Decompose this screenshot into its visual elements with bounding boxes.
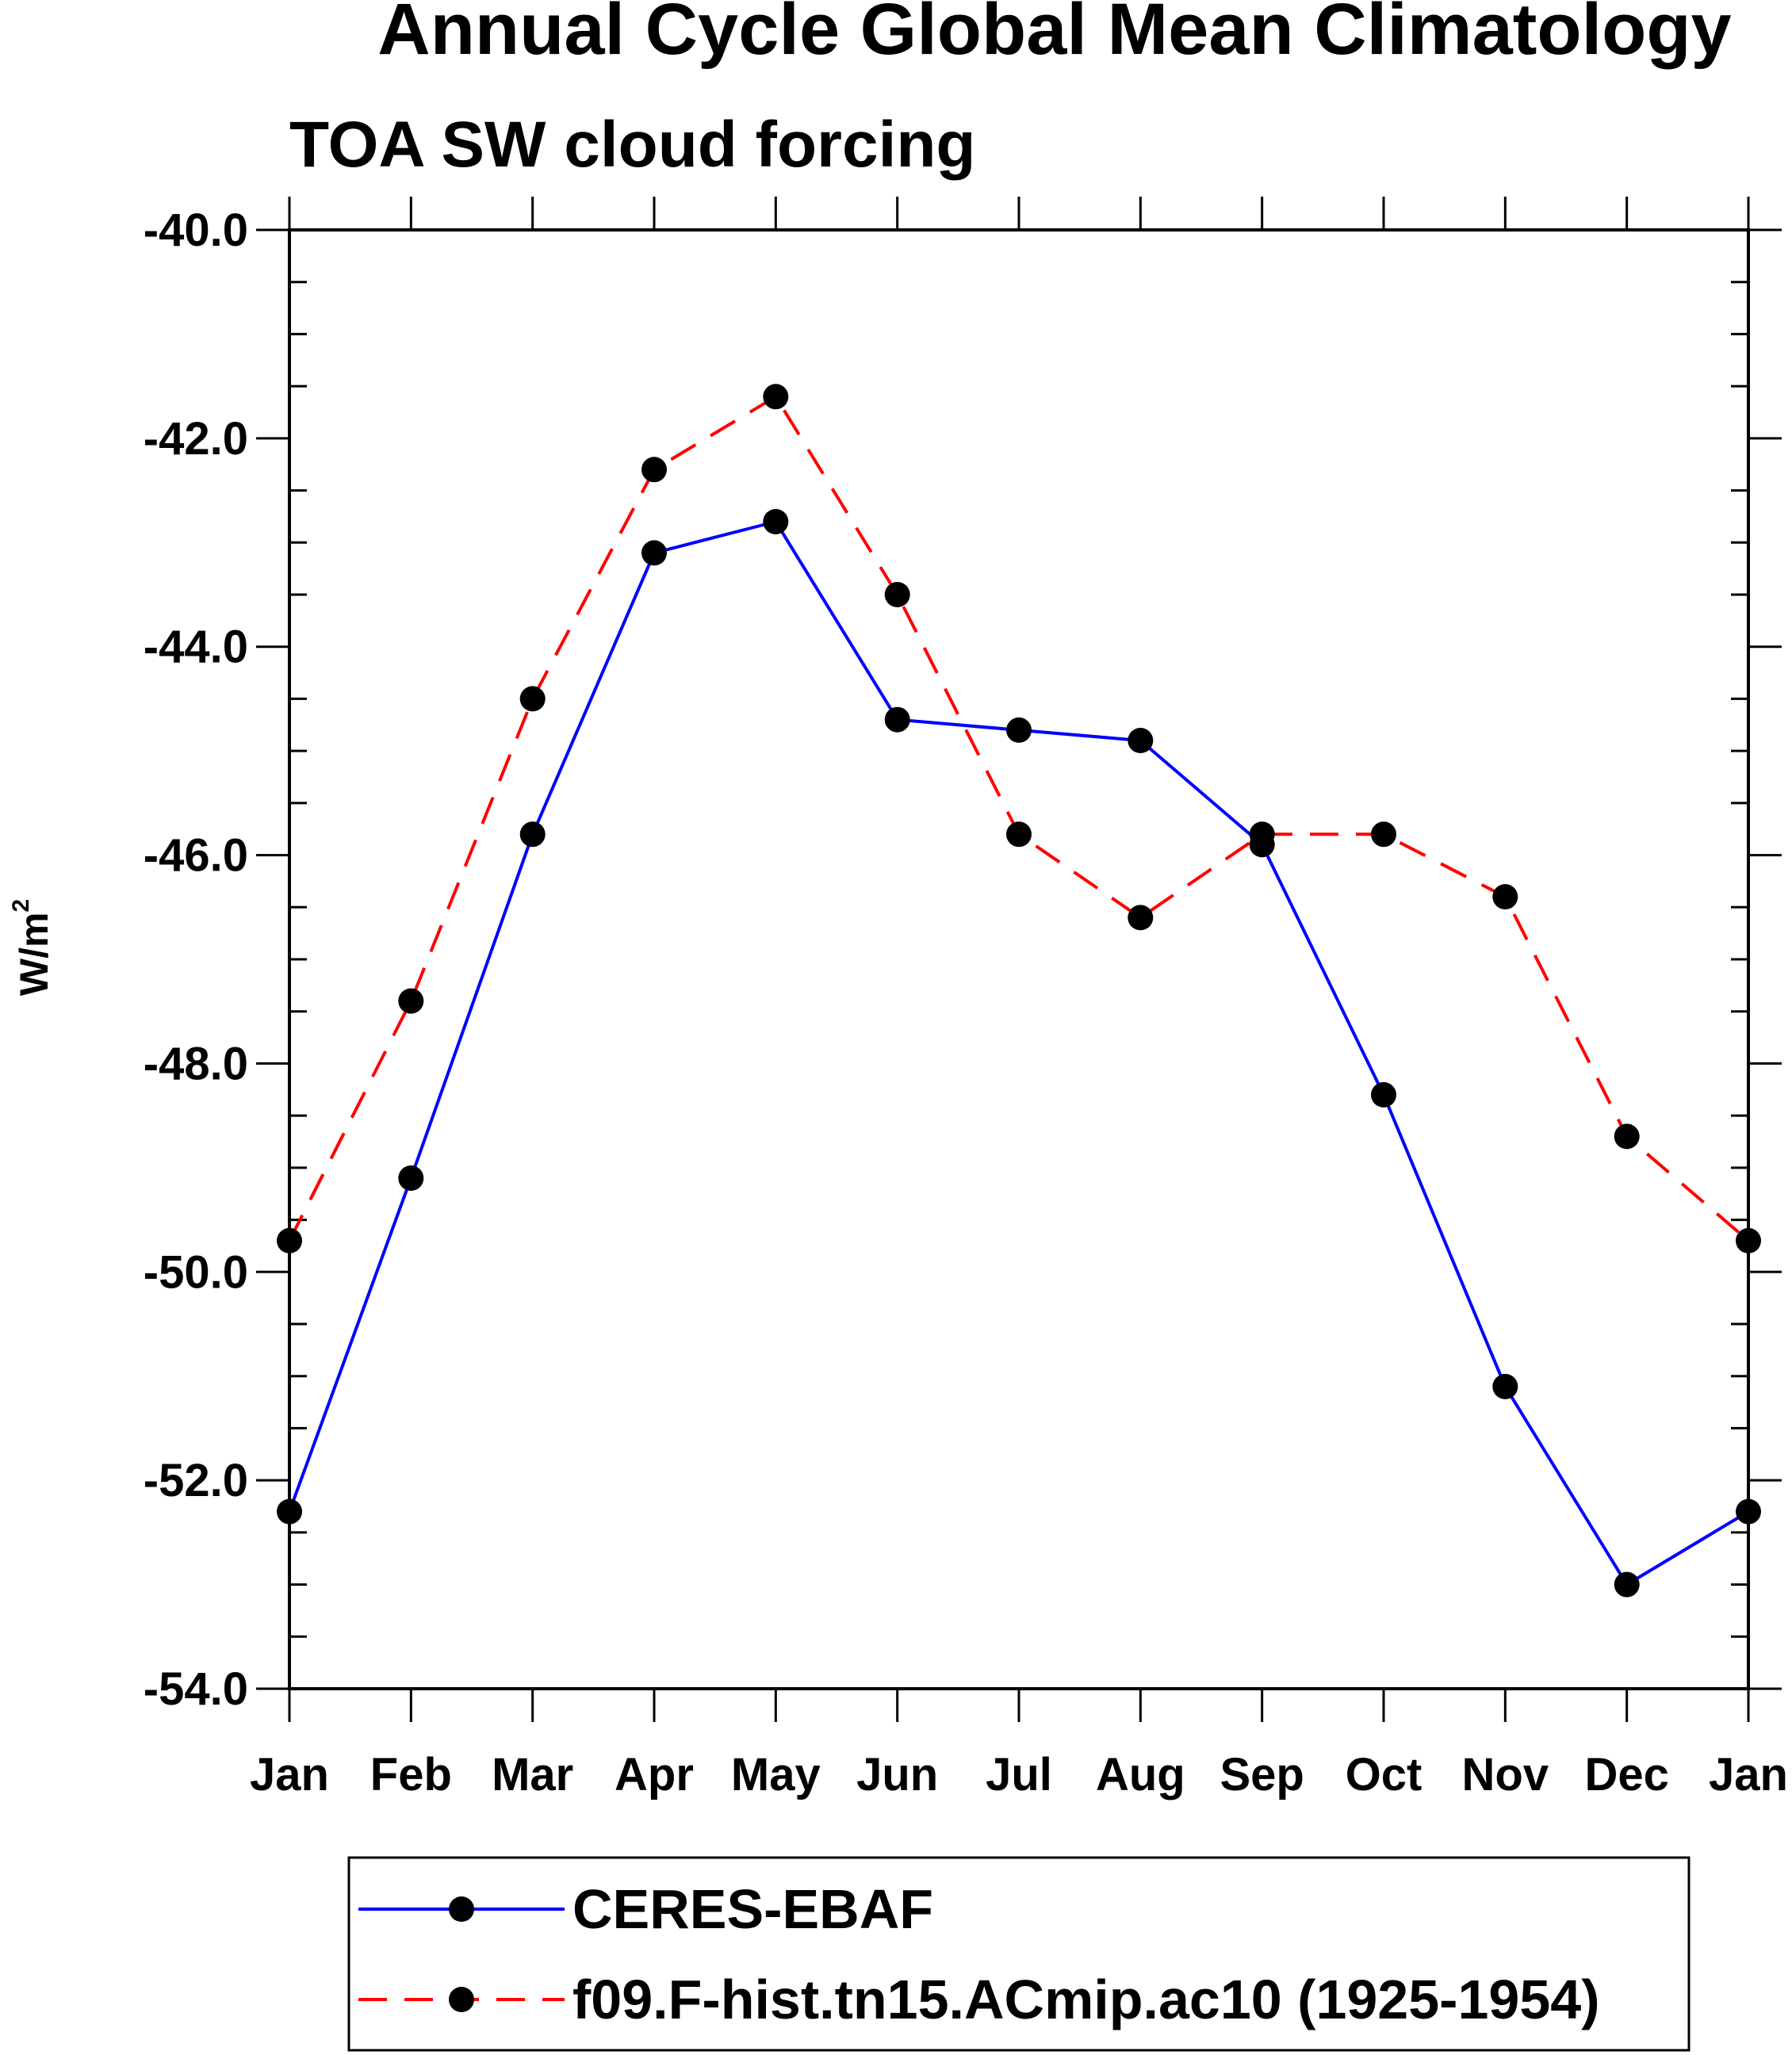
series-0-point xyxy=(519,821,546,848)
series-markers xyxy=(277,384,1761,1598)
x-tick-label: Sep xyxy=(1220,1749,1304,1801)
series-0-point xyxy=(1614,1571,1640,1598)
series-0-point xyxy=(1006,717,1032,743)
legend-marker-f09 xyxy=(449,1987,474,2012)
x-tick-label: May xyxy=(731,1749,821,1801)
legend: CERES-EBAF f09.F-hist.tn15.ACmip.ac10 (1… xyxy=(347,1856,1691,2052)
y-tick-label: -50.0 xyxy=(144,1246,248,1298)
x-tick-label: Oct xyxy=(1346,1749,1422,1801)
series-1-point xyxy=(1492,884,1518,910)
series-1-point xyxy=(398,988,424,1014)
y-axis-label-text: W/m xyxy=(12,913,56,997)
series-lines xyxy=(288,395,1750,1586)
y-tick-label: -44.0 xyxy=(144,622,248,673)
x-tick-label: Jan xyxy=(250,1749,329,1801)
y-tick-label: -48.0 xyxy=(144,1038,248,1089)
series-0-point xyxy=(1492,1373,1518,1399)
y-tick-label: -42.0 xyxy=(144,413,248,465)
legend-label-ceres-ebaf: CERES-EBAF xyxy=(572,1878,933,1940)
series-1-point xyxy=(641,457,667,483)
series-0-point xyxy=(1128,728,1154,753)
x-tick-label: Jan xyxy=(1709,1749,1788,1801)
series-1-point xyxy=(1371,821,1396,848)
series-1-point xyxy=(1249,821,1275,848)
series-0-point xyxy=(277,1498,302,1525)
y-tick-label: -40.0 xyxy=(144,205,248,256)
series-1-point xyxy=(1614,1123,1640,1150)
series-0-point xyxy=(398,1165,424,1191)
series-0-point xyxy=(763,509,789,534)
series-1-point xyxy=(1736,1227,1761,1253)
x-tick-label: Nov xyxy=(1462,1749,1549,1801)
series-1-point xyxy=(1128,905,1154,931)
svg-text:W/m2: W/m2 xyxy=(8,899,56,996)
series-1-point xyxy=(884,582,910,607)
x-tick-label: Feb xyxy=(370,1749,452,1801)
y-axis-label: W/m2 xyxy=(8,899,56,996)
y-tick-label: -46.0 xyxy=(144,830,248,882)
chart-title: Annual Cycle Global Mean Climatology xyxy=(377,0,1731,70)
x-tick-label: Mar xyxy=(492,1749,573,1801)
series-1-point xyxy=(519,686,546,712)
legend-label-f09: f09.F-hist.tn15.ACmip.ac10 (1925-1954) xyxy=(572,1969,1600,2030)
y-tick-label: -54.0 xyxy=(144,1663,248,1715)
series-1-point xyxy=(1006,821,1032,848)
x-tick-label: Apr xyxy=(615,1749,694,1801)
x-tick-label: Dec xyxy=(1584,1749,1668,1801)
chart-subtitle: TOA SW cloud forcing xyxy=(289,109,976,181)
series-1-point xyxy=(763,384,789,410)
series-0-point xyxy=(1736,1498,1761,1525)
plot-area-frame xyxy=(288,228,1750,1690)
x-tick-label: Aug xyxy=(1096,1749,1185,1801)
legend-marker-ceres-ebaf xyxy=(449,1896,474,1922)
x-tick-label: Jun xyxy=(856,1749,938,1801)
x-tick-labels: Jan Feb Mar Apr May Jun Jul Aug Sep Oct Nov Dec Jan xyxy=(250,1749,1788,1801)
series-1-point xyxy=(277,1227,302,1253)
series-0-point xyxy=(884,706,910,733)
x-tick-label: Jul xyxy=(986,1749,1052,1801)
series-line-1 xyxy=(288,395,1750,1242)
y-tick-labels: -54.0 -52.0 -50.0 -48.0 -46.0 -44.0 -42.0 -40.0 xyxy=(144,205,248,1715)
y-tick-label: -52.0 xyxy=(144,1455,248,1506)
series-0-point xyxy=(1371,1081,1396,1108)
series-0-point xyxy=(641,540,667,566)
legend-box xyxy=(347,1856,1691,2052)
series-line-0 xyxy=(288,520,1750,1586)
axis-ticks xyxy=(256,197,1782,1722)
y-axis-label-superscript: 2 xyxy=(8,899,34,913)
